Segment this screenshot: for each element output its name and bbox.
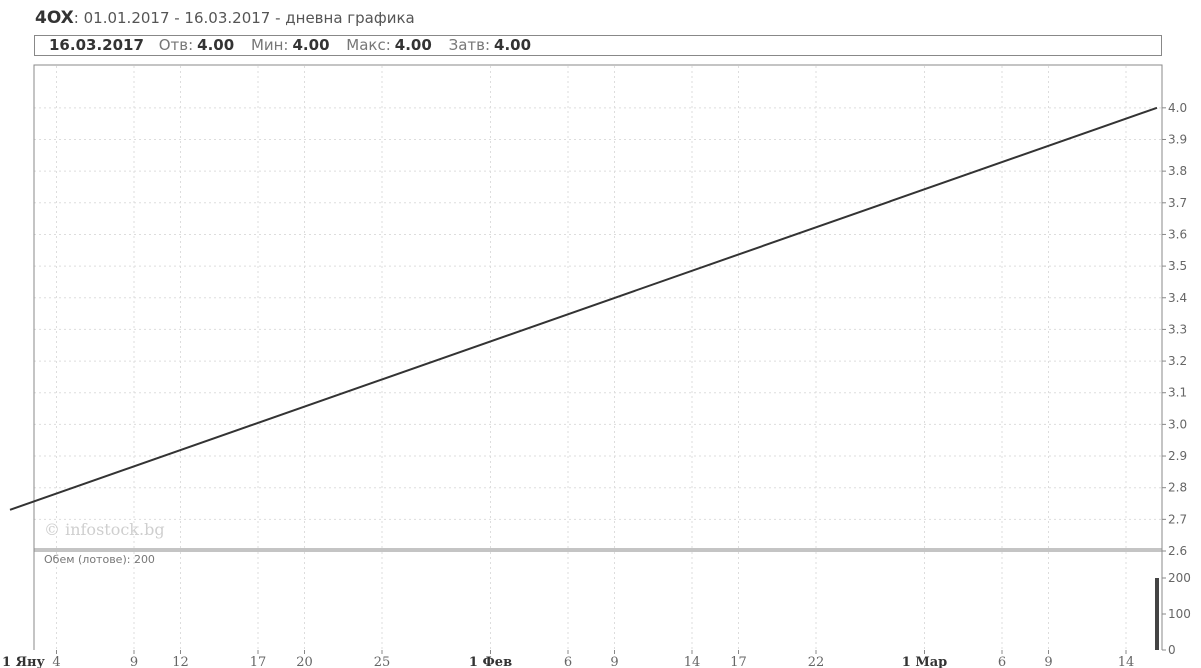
close-label: Затв: (448, 36, 491, 54)
volume-tick-label: 0 (1168, 643, 1176, 657)
y-tick-label: 3.6 (1168, 227, 1187, 241)
x-tick-label: 25 (374, 655, 391, 668)
date-range: : 01.01.2017 - 16.03.2017 - дневна графи… (73, 9, 415, 27)
y-tick-label: 3.3 (1168, 322, 1187, 336)
y-tick-label: 3.2 (1168, 354, 1187, 368)
max-label: Макс: (346, 36, 391, 54)
volume-tick-label: 100 (1168, 607, 1191, 621)
y-tick-label: 3.9 (1168, 132, 1187, 146)
x-tick-label: 20 (296, 655, 313, 668)
y-tick-label: 3.5 (1168, 259, 1187, 273)
max-value: 4.00 (394, 36, 432, 54)
x-tick-label: 1 Яну (2, 655, 46, 668)
symbol: 4OX (35, 8, 74, 28)
x-tick-label: 14 (684, 655, 701, 668)
y-tick-label: 3.1 (1168, 386, 1187, 400)
y-tick-label: 3.4 (1168, 291, 1187, 305)
x-tick-label: 17 (250, 655, 267, 668)
grid-lines (34, 66, 1162, 650)
price-line (9, 106, 1158, 511)
y-tick-label: 2.9 (1168, 449, 1187, 463)
x-tick-label: 22 (808, 655, 825, 668)
open-value: 4.00 (197, 36, 235, 54)
close-value: 4.00 (494, 36, 532, 54)
y-tick-label: 3.7 (1168, 196, 1187, 210)
x-tick-label: 1 Мар (902, 655, 947, 668)
x-tick-label: 6 (564, 655, 572, 668)
x-tick-label: 17 (730, 655, 747, 668)
y-tick-label: 2.7 (1168, 512, 1187, 526)
x-tick-label: 4 (52, 655, 60, 668)
open-label: Отв: (158, 36, 194, 54)
x-tick-label: 9 (610, 655, 618, 668)
min-value: 4.00 (292, 36, 330, 54)
x-tick-label: 9 (1044, 655, 1052, 668)
y-tick-label: 2.8 (1168, 481, 1187, 495)
x-tick-label: 12 (172, 655, 189, 668)
y-tick-label: 4.0 (1168, 101, 1187, 115)
x-tick-label: 9 (130, 655, 138, 668)
volume-tick-label: 200 (1168, 571, 1191, 585)
x-tick-label: 14 (1118, 655, 1135, 668)
x-tick-label: 1 Фев (469, 655, 512, 668)
watermark: © infostock.bg (44, 520, 165, 539)
min-label: Мин: (250, 36, 289, 54)
volume-label: Обем (лотове): 200 (44, 553, 155, 566)
ohlc-info-bar: 16.03.2017 Отв: 4.00 Мин: 4.00 Макс: 4.00 З… (34, 35, 1162, 56)
x-tick-label: 6 (998, 655, 1006, 668)
y-tick-label: 3.8 (1168, 164, 1187, 178)
price-panel-frame (33, 64, 1163, 550)
y-tick-label: 3.0 (1168, 417, 1187, 431)
chart-title: 4OX: 01.01.2017 - 16.03.2017 - дневна гр… (35, 8, 415, 28)
y-tick-label: 2.6 (1168, 544, 1187, 558)
info-date: 16.03.2017 (49, 36, 144, 54)
volume-bar (1155, 578, 1159, 650)
